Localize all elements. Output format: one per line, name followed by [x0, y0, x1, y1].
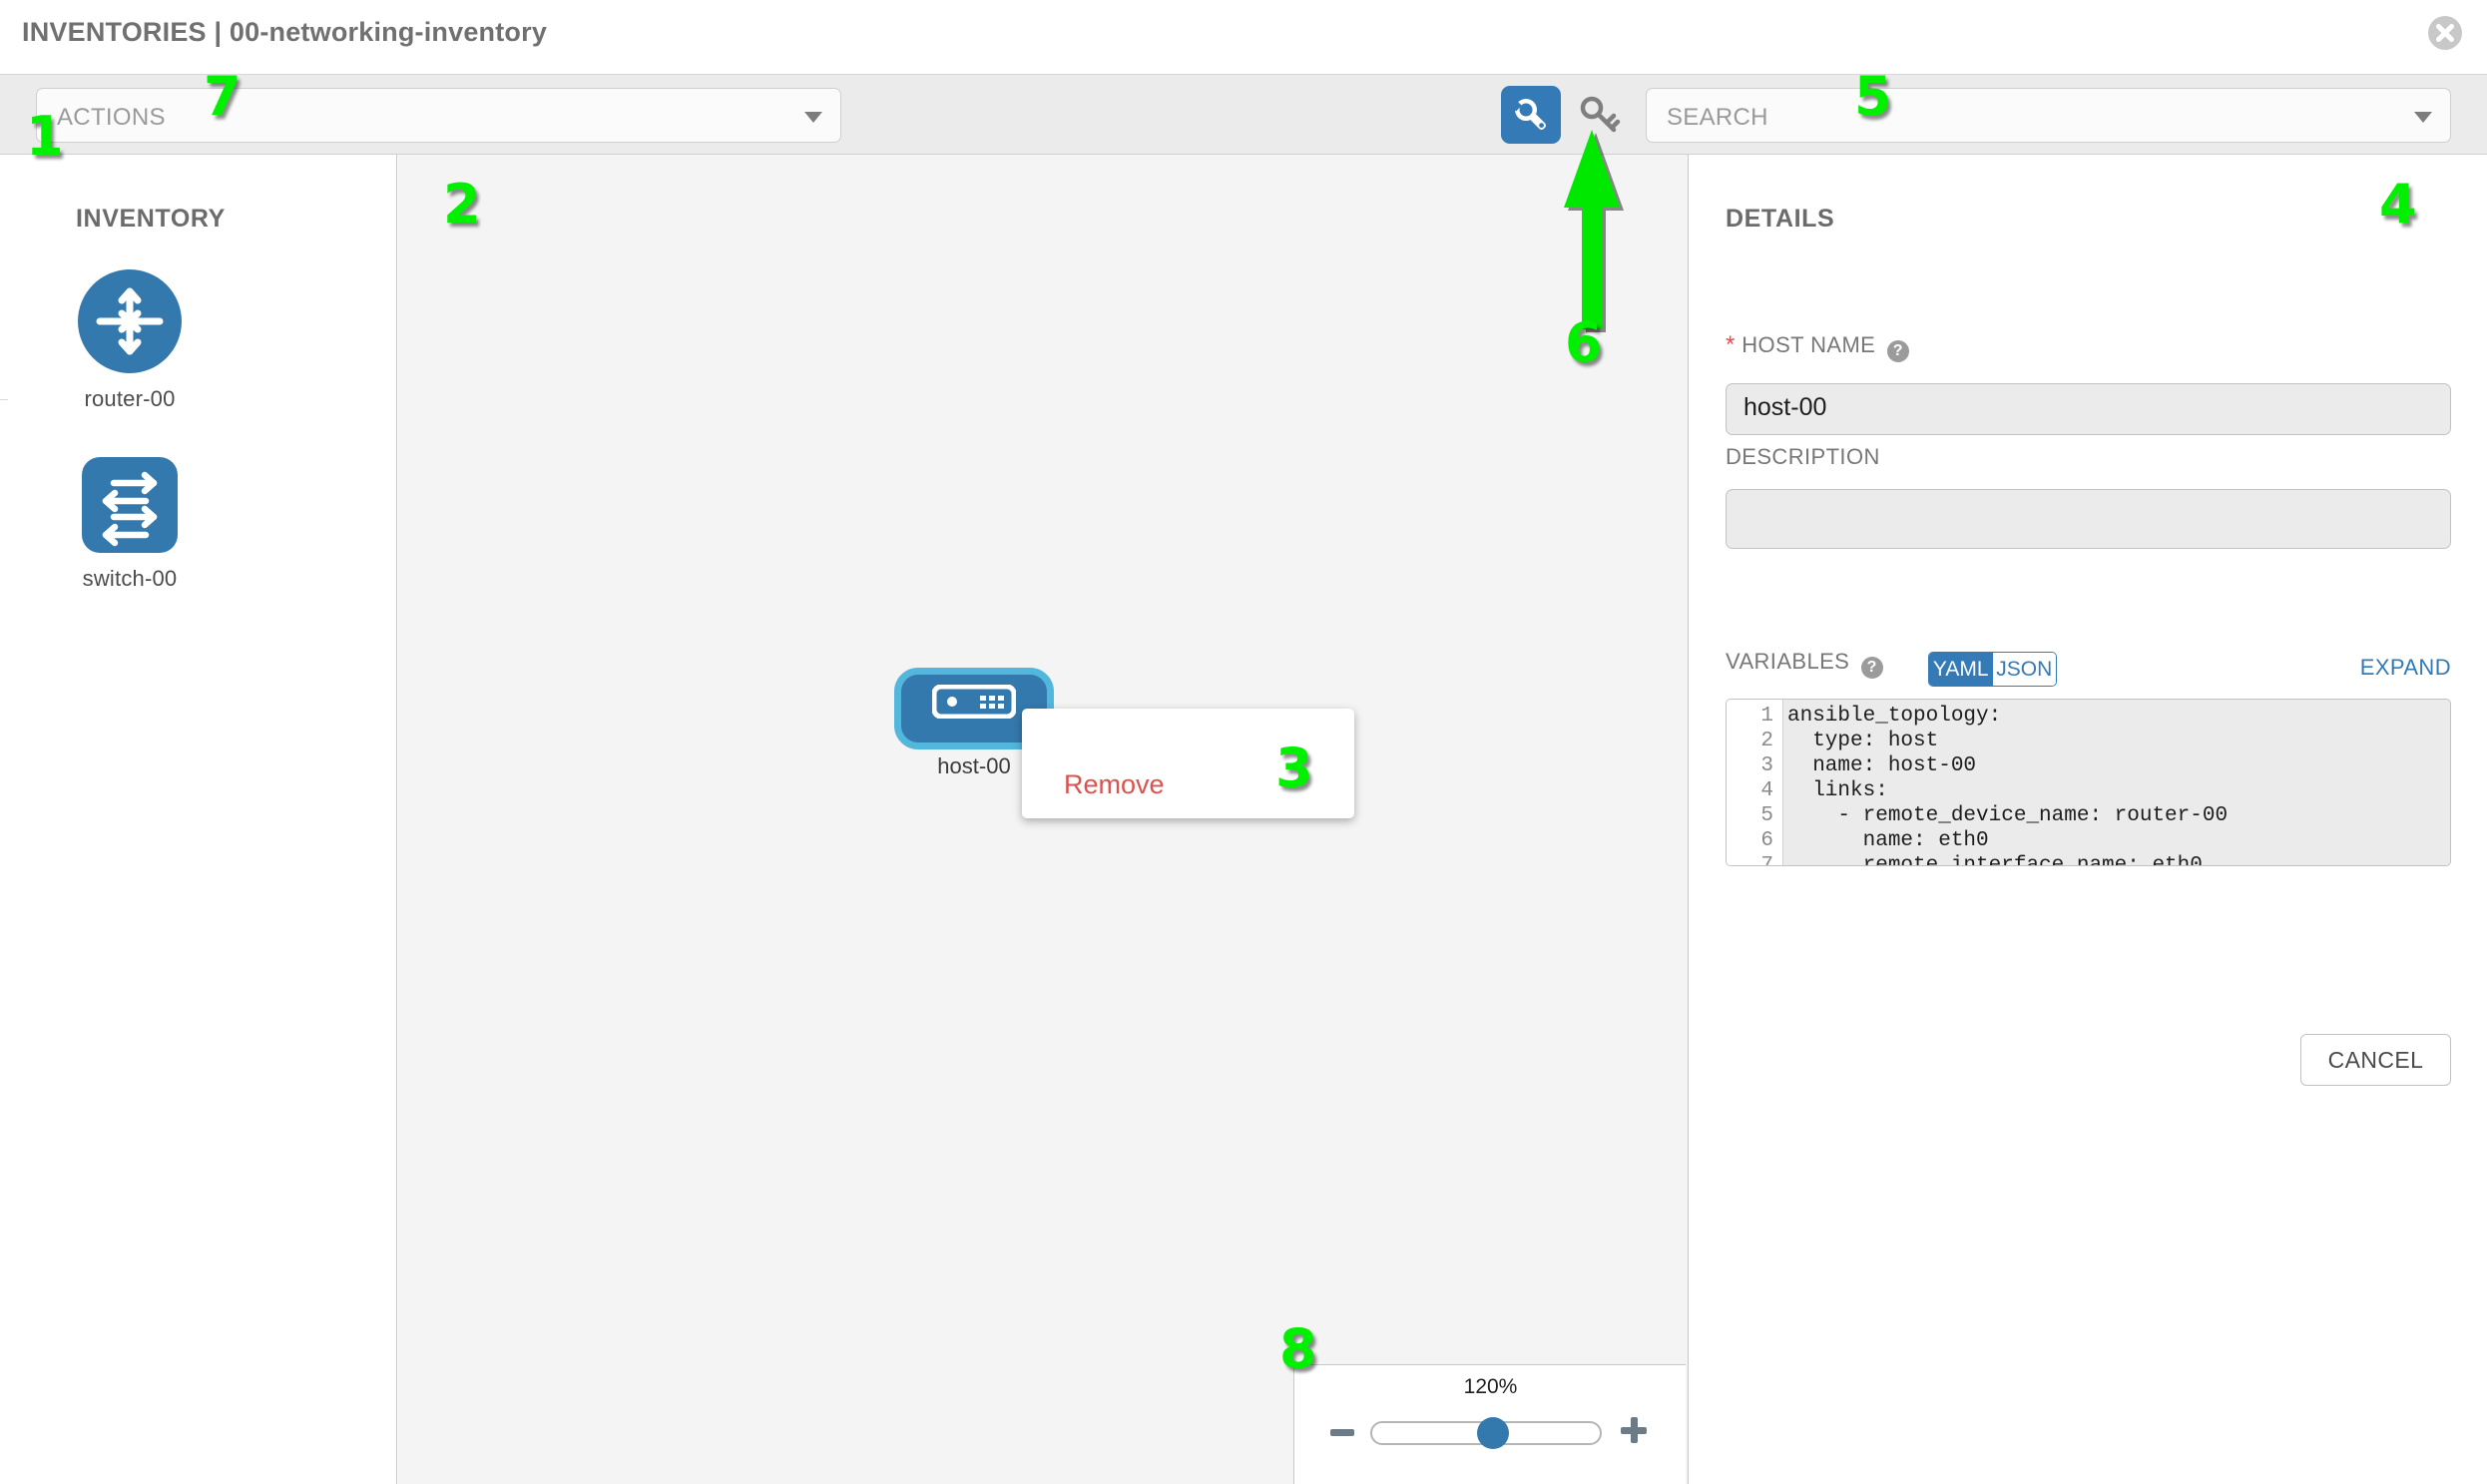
search-input[interactable]: SEARCH [1646, 88, 2451, 143]
chevron-down-icon [804, 112, 822, 123]
code-line-number: 7 [1760, 854, 1773, 866]
minus-icon[interactable] [1330, 1429, 1354, 1436]
wrench-toggle-button[interactable] [1501, 86, 1561, 144]
code-line-number: 2 [1760, 730, 1773, 752]
variables-label: VARIABLES ? [1726, 649, 1883, 679]
inventory-sidebar-title: INVENTORY [76, 205, 226, 233]
code-line: remote_interface_name: eth0 [1787, 854, 2203, 866]
switch-icon [82, 457, 178, 558]
variables-label-text: VARIABLES [1726, 649, 1850, 674]
code-line-number: 5 [1760, 804, 1773, 827]
host-name-input[interactable]: host-00 [1726, 383, 2451, 435]
code-line-number: 1 [1760, 705, 1773, 728]
code-line-number: 3 [1760, 754, 1773, 777]
code-line: links: [1787, 779, 1888, 802]
details-panel-title: DETAILS [1726, 205, 1835, 233]
required-marker: * [1726, 331, 1736, 358]
context-menu-item-remove[interactable]: Remove [1064, 769, 1165, 799]
cancel-button[interactable]: CANCEL [2300, 1034, 2451, 1086]
description-field-group: DESCRIPTION [1690, 319, 2487, 559]
zoom-control: 120% [1293, 1364, 1686, 1484]
host-name-value: host-00 [1743, 393, 1827, 421]
wrench-icon [1511, 99, 1547, 131]
expand-link[interactable]: EXPAND [2359, 655, 2451, 680]
inventory-item-label: router-00 [84, 386, 176, 411]
router-icon [78, 269, 182, 378]
sidebar-divider [0, 399, 8, 400]
key-icon [1580, 96, 1621, 133]
key-toggle-button[interactable] [1571, 88, 1627, 142]
code-line: ansible_topology: [1787, 705, 2002, 728]
zoom-slider-thumb[interactable] [1477, 1417, 1509, 1449]
variables-format-toggle: YAML JSON [1928, 652, 2057, 687]
description-input[interactable] [1726, 489, 2451, 549]
inventory-item-label: switch-00 [82, 566, 178, 591]
actions-dropdown-label: ACTIONS [57, 104, 166, 131]
inventory-item-router[interactable]: router-00 [0, 269, 259, 412]
question-mark-icon[interactable]: ? [1886, 340, 1909, 362]
search-placeholder: SEARCH [1667, 104, 1768, 131]
chevron-down-icon [2414, 112, 2432, 123]
topology-canvas[interactable]: host-00 Details Remove 120% [398, 155, 1689, 1484]
host-server-icon [932, 685, 1016, 719]
inventory-sidebar: INVENTORY router-00 [0, 155, 397, 1484]
code-line: name: host-00 [1787, 754, 1977, 777]
code-line: name: eth0 [1787, 829, 1989, 852]
actions-dropdown[interactable]: ACTIONS [36, 88, 841, 143]
code-content: ansible_topology: type: host name: host-… [1783, 700, 2450, 865]
host-name-field-group: * HOST NAME ? host-00 [1690, 319, 2487, 439]
variables-header: VARIABLES ? YAML JSON EXPAND [1726, 649, 2451, 689]
code-line-number: 4 [1760, 779, 1773, 802]
close-icon[interactable] [2425, 13, 2465, 53]
host-name-label: * HOST NAME ? [1726, 331, 1909, 362]
inventory-item-switch[interactable]: switch-00 [0, 457, 259, 592]
code-line: type: host [1787, 730, 1939, 752]
description-label: DESCRIPTION [1726, 444, 1880, 469]
host-name-label-text: HOST NAME [1741, 332, 1876, 357]
modal-toolbar: ACTIONS SEARCH [0, 74, 2487, 155]
code-line: - remote_device_name: router-00 [1787, 804, 2229, 827]
modal-titlebar: INVENTORIES | 00-networking-inventory [0, 0, 2487, 74]
node-context-menu: Details Remove [1022, 709, 1354, 818]
zoom-level-label: 120% [1463, 1375, 1518, 1398]
plus-icon[interactable] [1621, 1417, 1647, 1443]
format-json-button[interactable]: JSON [1992, 653, 2056, 686]
code-line-number: 6 [1760, 829, 1773, 852]
page-title: INVENTORIES | 00-networking-inventory [22, 17, 548, 47]
format-yaml-button[interactable]: YAML [1929, 653, 1993, 686]
question-mark-icon[interactable]: ? [1860, 657, 1883, 679]
details-panel: DETAILS * HOST NAME ? host-00 DESCRIPTIO… [1690, 155, 2487, 1484]
